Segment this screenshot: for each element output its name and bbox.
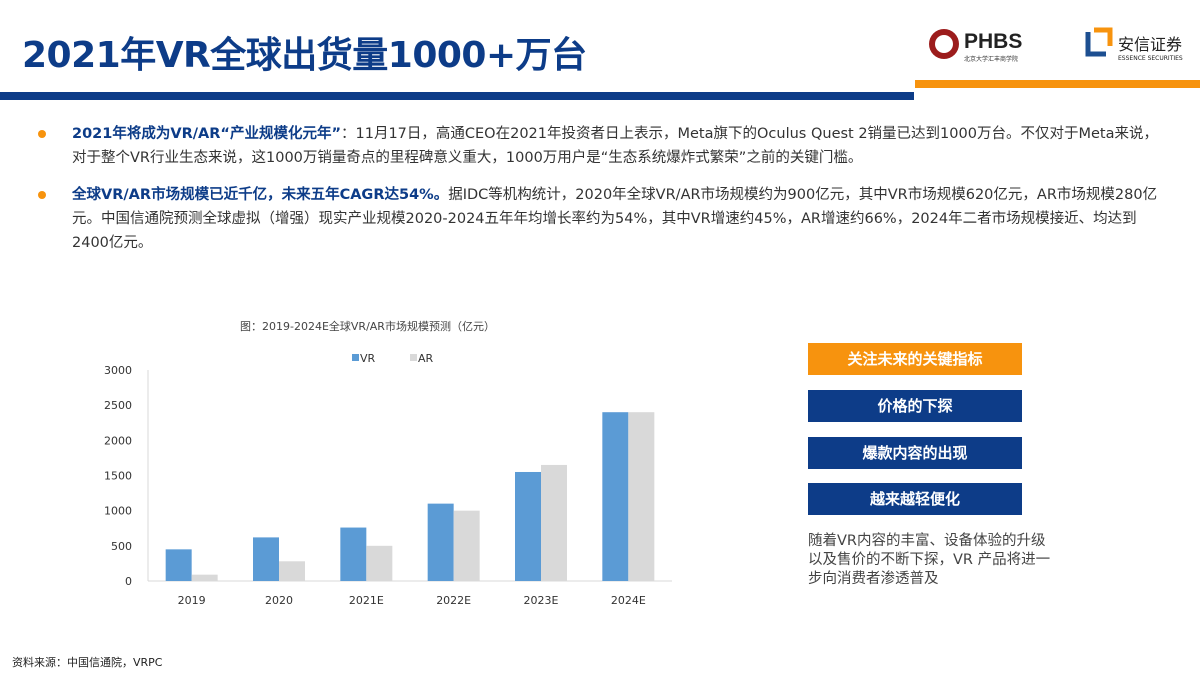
bullet-item: 2021年将成为VR/AR“产业规模化元年”：11月17日，高通CEO在2021…	[38, 122, 1168, 170]
bar-ar	[628, 412, 655, 581]
key-indicators-header: 关注未来的关键指标	[808, 343, 1022, 375]
svg-text:安信证券: 安信证券	[1118, 35, 1182, 54]
legend-label-ar: AR	[418, 352, 434, 365]
chart-title: 图：2019-2024E全球VR/AR市场规模预测（亿元）	[240, 320, 495, 333]
x-tick-label: 2024E	[611, 594, 646, 607]
bar-vr	[602, 412, 629, 581]
bar-vr	[515, 471, 541, 581]
bar-ar	[541, 464, 567, 581]
indicator-portability: 越来越轻便化	[808, 483, 1022, 515]
y-tick-label: 500	[111, 540, 132, 553]
side-note: 随着VR内容的丰富、设备体验的升级以及售价的不断下探，VR 产品将进一步向消费者…	[808, 533, 1051, 587]
svg-text:PHBS: PHBS	[964, 30, 1022, 53]
bar-vr	[253, 537, 279, 581]
bar-ar	[453, 510, 480, 581]
x-tick-label: 2021E	[349, 594, 384, 607]
source-note: 资料来源：中国信通院，VRPC	[12, 656, 163, 669]
header-accent-orange	[915, 80, 1200, 88]
bar-vr	[165, 549, 192, 581]
y-tick-label: 3000	[104, 364, 132, 377]
bullet-highlight: 全球VR/AR市场规模已近千亿，未来五年CAGR达54%。	[72, 187, 449, 203]
bullet-item: 全球VR/AR市场规模已近千亿，未来五年CAGR达54%。据IDC等机构统计，2…	[38, 183, 1168, 255]
legend-swatch-vr	[352, 354, 359, 361]
bullet-text: 据IDC等机构统计，2020年全球VR/AR市场规模约为900亿元，其中VR市场…	[72, 187, 1158, 251]
indicator-price: 价格的下探	[808, 390, 1022, 422]
bar-ar	[279, 561, 305, 581]
x-tick-label: 2019	[178, 594, 206, 607]
y-tick-label: 0	[125, 575, 132, 588]
y-tick-label: 1500	[104, 470, 132, 483]
bar-ar	[191, 574, 218, 581]
bar-vr	[427, 503, 454, 581]
bar-chart: 0 500 1000 1500 2000 2500 3000 2019 2020 2021E 202…	[104, 352, 672, 607]
bullet-dot-icon	[38, 191, 46, 199]
svg-text:ESSENCE SECURITIES: ESSENCE SECURITIES	[1118, 55, 1183, 62]
legend-swatch-ar	[410, 354, 417, 361]
bar-vr	[340, 527, 367, 581]
header-accent-blue	[0, 92, 914, 100]
indicator-content: 爆款内容的出现	[808, 437, 1022, 469]
x-tick-label: 2023E	[524, 594, 559, 607]
bullet-highlight: 2021年将成为VR/AR“产业规模化元年”	[72, 126, 341, 142]
x-tick-label: 2022E	[436, 594, 471, 607]
bullet-dot-icon	[38, 130, 46, 138]
bullet-text: ：11月17日，高通CEO在2021年投资者日上表示，Meta旗下的Oculus…	[72, 126, 1158, 166]
svg-text:北京大学汇丰商学院: 北京大学汇丰商学院	[964, 55, 1018, 63]
bar-ar	[366, 545, 393, 581]
x-tick-label: 2020	[265, 594, 293, 607]
bullet-list: 2021年将成为VR/AR“产业规模化元年”：11月17日，高通CEO在2021…	[38, 122, 1168, 268]
y-tick-label: 2500	[104, 399, 132, 412]
logo: PHBS 北京大学汇丰商学院 安信证券 ESSENCE SECURITIES	[929, 27, 1183, 63]
y-tick-label: 2000	[104, 434, 132, 447]
legend-label-vr: VR	[360, 352, 376, 365]
y-tick-label: 1000	[104, 505, 132, 518]
page-title: 2021年VR全球出货量1000+万台	[22, 35, 587, 76]
